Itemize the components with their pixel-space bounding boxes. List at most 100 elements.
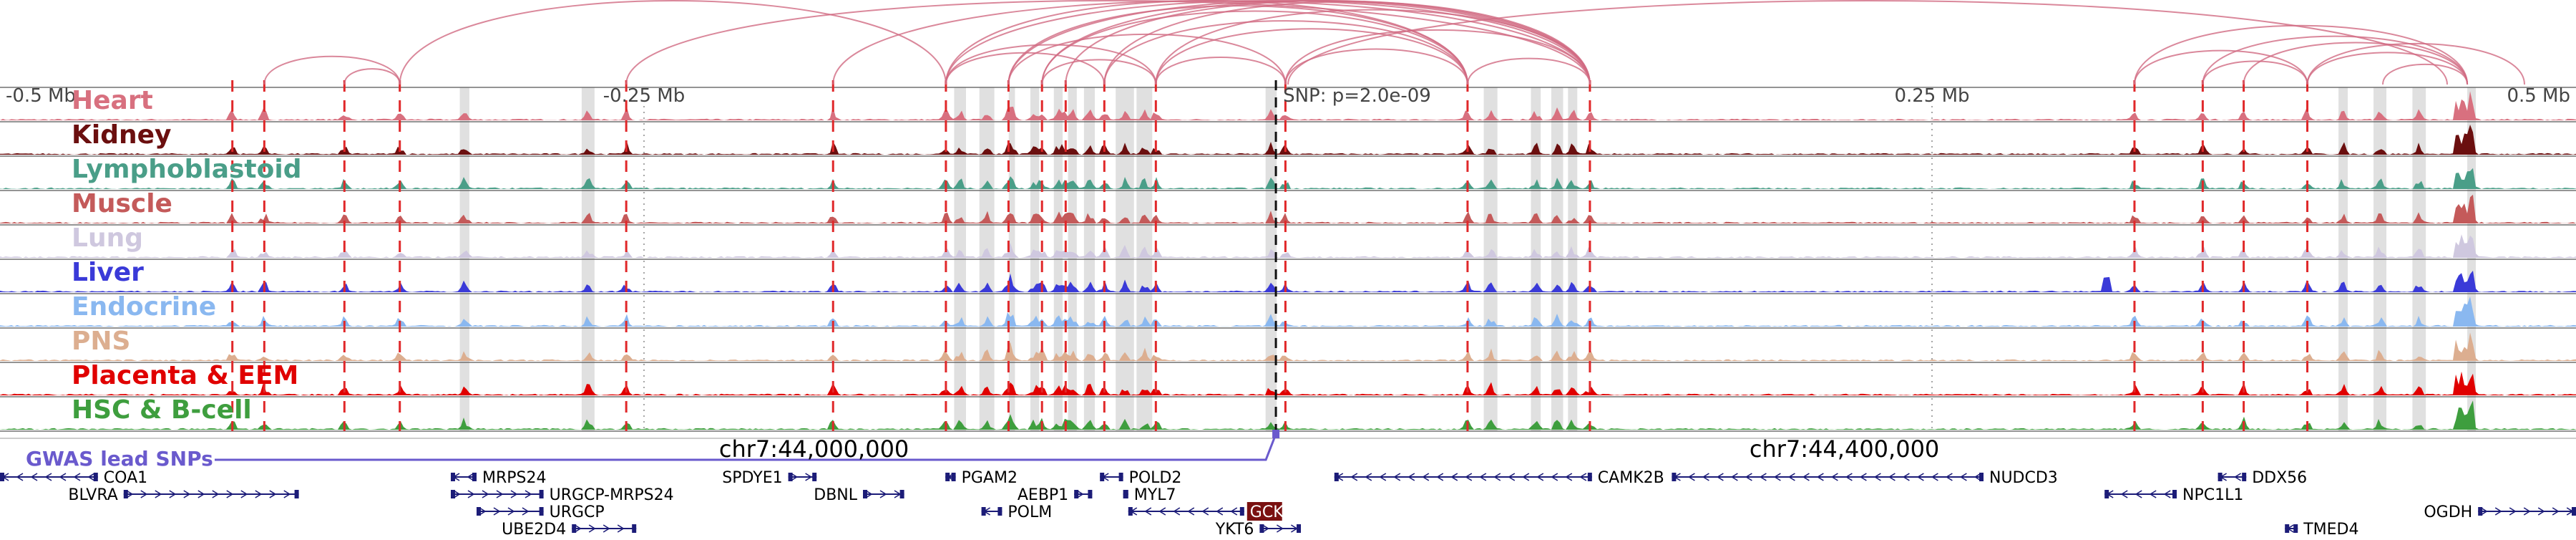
track-signal-4 — [0, 234, 2576, 258]
gene-label: NPC1L1 — [2182, 486, 2243, 504]
exon — [1672, 473, 1677, 481]
track-signal-9 — [0, 400, 2576, 430]
strand-arrow — [1144, 507, 1152, 516]
gene-ube2d4: UBE2D4 — [502, 521, 637, 539]
exon — [2104, 490, 2109, 498]
track-signal-5 — [0, 270, 2576, 292]
strand-arrow — [1902, 473, 1910, 481]
interaction-arc — [2306, 42, 2525, 85]
strand-arrow — [1687, 473, 1695, 481]
strand-arrow — [226, 490, 234, 498]
gene-urgcp: URGCP — [477, 503, 605, 521]
strand-arrow — [525, 490, 532, 498]
gene-label: SPDYE1 — [722, 469, 782, 487]
exon — [945, 473, 950, 481]
strand-arrow — [1873, 473, 1881, 481]
strand-arrow — [1974, 473, 1981, 481]
strand-arrow — [183, 490, 191, 498]
interaction-arc — [2243, 42, 2469, 85]
strand-arrow — [1436, 473, 1444, 481]
exon — [2572, 507, 2576, 516]
gene-label: POLM — [1008, 503, 1052, 521]
strand-arrow — [2523, 507, 2531, 516]
gene-dbnl: DBNL — [814, 486, 904, 504]
strand-arrow — [1076, 490, 1084, 498]
exon — [451, 490, 455, 498]
strand-arrow — [240, 490, 248, 498]
strand-arrow — [1816, 473, 1824, 481]
strand-arrow — [1579, 473, 1587, 481]
exon — [1334, 473, 1339, 481]
track-signal-6 — [0, 296, 2576, 327]
track-label: Muscle — [72, 189, 172, 218]
strand-arrow — [1745, 473, 1752, 481]
track-signal-7 — [0, 332, 2576, 361]
strand-arrow — [1393, 473, 1401, 481]
gene-aebp1: AEBP1 — [1018, 486, 1093, 504]
strand-arrow — [574, 524, 582, 533]
strand-arrow — [2135, 490, 2142, 498]
interaction-arc — [1103, 20, 1468, 85]
gene-label: COA1 — [104, 469, 147, 487]
strand-arrow — [1522, 473, 1530, 481]
interaction-arc — [1466, 57, 1591, 85]
strand-arrow — [1565, 473, 1573, 481]
exon — [1259, 524, 1264, 533]
strand-arrow — [467, 473, 474, 481]
scale-label: 0.25 Mb — [1894, 85, 1969, 107]
strand-arrow — [1262, 524, 1269, 533]
strand-arrow — [1730, 473, 1738, 481]
strand-arrow — [879, 490, 887, 498]
exon — [951, 473, 956, 481]
strand-arrow — [1508, 473, 1516, 481]
strand-arrow — [602, 524, 610, 533]
exon — [1123, 490, 1128, 498]
strand-arrow — [2509, 507, 2517, 516]
track-label: Liver — [72, 258, 144, 287]
strand-arrow — [1773, 473, 1781, 481]
coordinate-label: chr7:44,400,000 — [1750, 435, 1939, 463]
gene-polm: POLM — [981, 503, 1052, 521]
strand-arrow — [1276, 524, 1284, 533]
gene-label: TMED4 — [2303, 521, 2358, 537]
interaction-arc — [832, 0, 1591, 85]
strand-arrow — [197, 490, 205, 498]
gwas-track-label: GWAS lead SNPs — [26, 447, 213, 471]
exon — [1100, 473, 1105, 481]
interaction-arc — [945, 44, 1157, 85]
strand-arrow — [2149, 490, 2157, 498]
strand-arrow — [1931, 473, 1938, 481]
strand-arrow — [1702, 473, 1709, 481]
exon — [2285, 524, 2290, 533]
lead-snp: SNP: p=2.0e-09 — [1274, 80, 1431, 431]
strand-arrow — [1201, 507, 1209, 516]
interaction-arc — [1041, 10, 1468, 85]
gene-label: YKT6 — [1215, 521, 1254, 537]
strand-arrow — [73, 473, 81, 481]
exon — [472, 473, 477, 481]
interaction-arc — [2133, 24, 2469, 85]
interaction-arc — [1103, 1, 1591, 85]
exon — [477, 507, 481, 516]
strand-arrow — [865, 490, 873, 498]
exon — [539, 507, 544, 516]
exon — [1239, 507, 1244, 516]
strand-arrow — [1230, 507, 1238, 516]
strand-arrow — [496, 490, 504, 498]
track-signal-2 — [0, 168, 2576, 189]
gene-mrps24: MRPS24 — [451, 469, 547, 487]
strand-arrow — [479, 507, 487, 516]
interaction-arc — [1155, 28, 1468, 85]
gene-spdye1: SPDYE1 — [722, 469, 817, 487]
strand-arrow — [1536, 473, 1544, 481]
exon — [1118, 473, 1123, 481]
interaction-arc — [343, 68, 401, 85]
interaction-arcs — [263, 0, 2525, 85]
interaction-arc — [2382, 63, 2469, 85]
exon — [0, 473, 4, 481]
track-label: Heart — [72, 86, 153, 115]
gene-myl7: MYL7 — [1123, 486, 1176, 504]
strand-arrow — [1365, 473, 1372, 481]
